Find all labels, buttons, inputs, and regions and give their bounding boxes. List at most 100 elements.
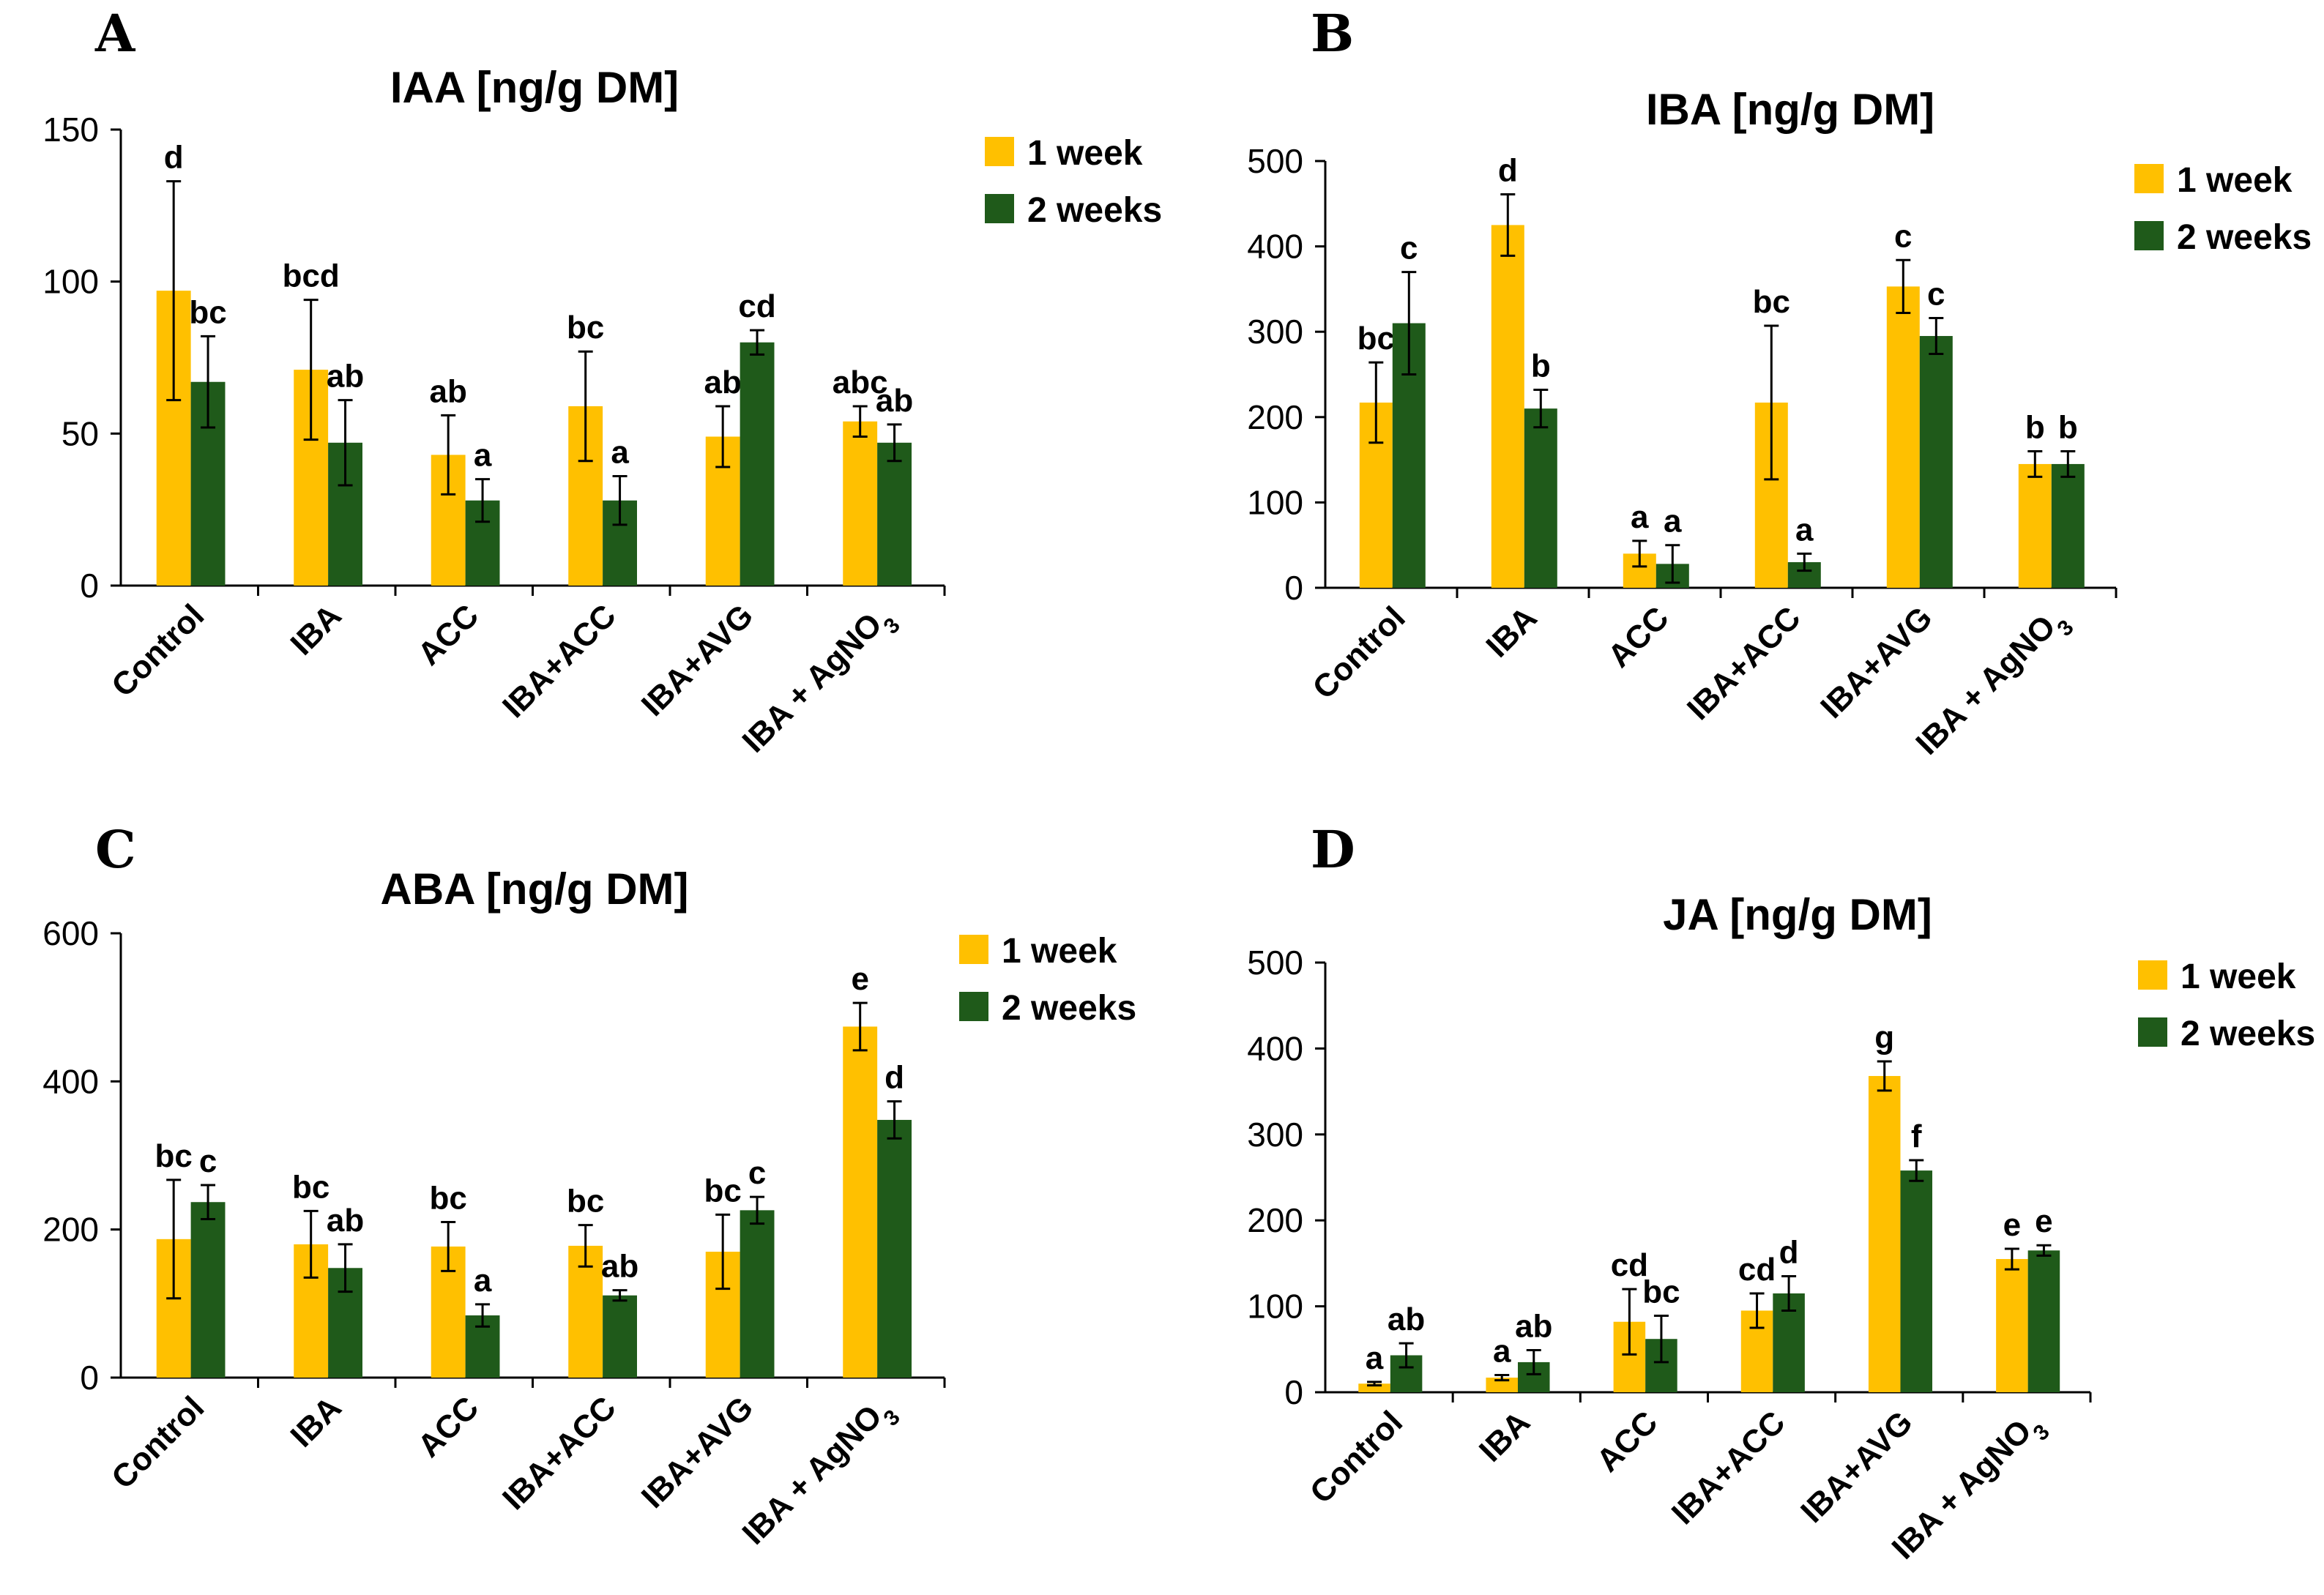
significance-label: d [1498, 152, 1518, 188]
panel-letter: C [95, 819, 136, 880]
y-tick-label: 400 [42, 1062, 99, 1100]
significance-label: d [1779, 1235, 1799, 1271]
significance-label: a [474, 438, 492, 474]
significance-label: bc [292, 1169, 329, 1205]
bar [877, 442, 912, 586]
significance-label: bc [155, 1138, 193, 1174]
y-tick-label: 50 [62, 414, 99, 452]
category-label: IBA+AVG [635, 1389, 761, 1515]
y-tick-label: 150 [42, 111, 99, 149]
category-label: IBA [1479, 599, 1543, 664]
significance-label: ab [876, 383, 913, 419]
category-label: IBA+AVG [635, 597, 761, 723]
category-label: IBA+ACC [496, 597, 623, 725]
significance-label: cd [1611, 1247, 1648, 1283]
significance-label: c [1400, 231, 1418, 266]
significance-label: d [164, 140, 184, 176]
chart-title: ABA [ng/g DM] [381, 864, 689, 914]
significance-label: c [748, 1155, 766, 1191]
significance-label: a [611, 434, 629, 470]
legend-label: 1 week [1002, 932, 1117, 971]
legend-swatch [959, 935, 988, 964]
category-label: ACC [411, 1389, 485, 1464]
legend-label: 2 weeks [1002, 989, 1136, 1028]
bar [603, 1295, 637, 1378]
significance-label: a [474, 1263, 492, 1299]
significance-label: ab [327, 359, 364, 395]
significance-label: f [1911, 1118, 1922, 1154]
y-tick-label: 300 [1247, 1116, 1303, 1154]
bar [568, 1245, 603, 1378]
y-tick-label: 0 [80, 567, 99, 605]
significance-label: bc [1357, 321, 1395, 356]
significance-label: bc [704, 1173, 742, 1209]
significance-label: b [2025, 409, 2045, 445]
significance-label: bc [567, 1184, 604, 1219]
y-tick-label: 0 [1284, 569, 1303, 607]
significance-label: bc [1642, 1274, 1680, 1310]
significance-label: ab [327, 1203, 364, 1239]
bar [1868, 1075, 1901, 1392]
category-label: IBA+AVG [1794, 1404, 1920, 1530]
significance-label: c [1927, 277, 1945, 313]
legend-label: 1 week [2180, 957, 2296, 996]
category-label: Control [1306, 599, 1412, 706]
legend-label: 2 weeks [1027, 191, 1162, 230]
y-tick-label: 300 [1247, 313, 1303, 351]
category-label: IBA+ACC [1665, 1404, 1792, 1531]
significance-label: ab [1388, 1301, 1425, 1337]
category-label: Control [105, 597, 211, 703]
significance-label: bc [430, 1181, 467, 1217]
bar [1886, 286, 1920, 588]
category-label: ACC [1601, 599, 1676, 674]
significance-label: ab [1515, 1308, 1552, 1344]
bar [1486, 1378, 1518, 1392]
y-tick-label: 200 [42, 1211, 99, 1249]
significance-label: bcd [283, 258, 340, 294]
category-label: IBA [284, 597, 349, 662]
y-tick-label: 500 [1247, 944, 1303, 982]
bar [1919, 336, 1953, 588]
significance-label: cd [1738, 1252, 1776, 1288]
significance-label: e [851, 961, 868, 997]
legend-swatch [2138, 1017, 2167, 1047]
y-tick-label: 0 [80, 1359, 99, 1397]
bar [1358, 1383, 1390, 1392]
legend-label: 2 weeks [2177, 218, 2312, 257]
legend-swatch [985, 137, 1014, 166]
bar [2051, 463, 2085, 588]
significance-label: a [1366, 1340, 1384, 1376]
significance-label: ab [704, 365, 742, 400]
y-tick-label: 100 [42, 263, 99, 301]
bar [843, 1026, 878, 1378]
category-label: ACC [1590, 1404, 1664, 1479]
y-tick-label: 600 [42, 914, 99, 952]
significance-label: d [884, 1060, 904, 1096]
y-tick-label: 500 [1247, 142, 1303, 180]
significance-label: b [2058, 409, 2078, 445]
category-label: IBA+AVG [1814, 599, 1940, 725]
bar [2018, 463, 2052, 588]
panel-letter: B [1311, 3, 1354, 64]
category-label: IBA + AgNO3 [735, 1389, 904, 1558]
bar [1524, 408, 1557, 588]
y-tick-label: 400 [1247, 228, 1303, 266]
category-label: IBA [284, 1389, 349, 1454]
chart-title: IAA [ng/g DM] [390, 63, 679, 112]
bar [1996, 1259, 2028, 1392]
significance-label: cd [738, 288, 775, 324]
significance-label: a [1631, 499, 1649, 535]
bar [843, 421, 878, 586]
category-label: Control [105, 1389, 211, 1495]
bar [740, 342, 775, 586]
category-label: IBA + AgNO3 [735, 597, 904, 766]
significance-label: ab [601, 1249, 638, 1285]
significance-label: e [2003, 1207, 2021, 1243]
y-tick-label: 200 [1247, 398, 1303, 436]
significance-label: a [1493, 1334, 1511, 1370]
significance-label: ab [430, 373, 467, 409]
y-tick-label: 200 [1247, 1201, 1303, 1239]
